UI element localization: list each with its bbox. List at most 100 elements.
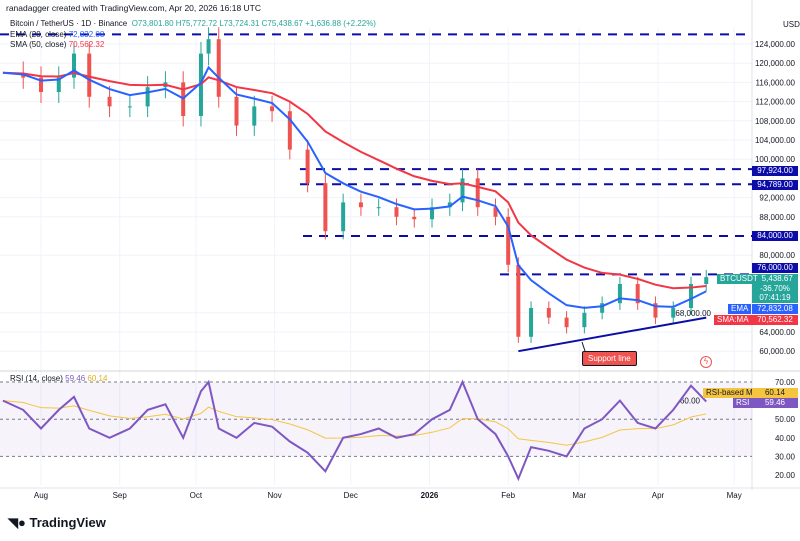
low-value: L73,724.31 xyxy=(219,19,260,28)
level-badge-94789: 94,789.00 xyxy=(752,180,798,190)
level-badge-76000: 76,000.00 xyxy=(752,263,798,273)
rsi-badge: RSI xyxy=(733,398,753,408)
logo-icon: ◥● xyxy=(8,515,26,530)
rsi-tick: 70.00 xyxy=(775,378,796,387)
rsi-band xyxy=(0,382,752,457)
candle-body xyxy=(671,308,676,318)
candle-body xyxy=(475,178,480,208)
candle-body xyxy=(689,284,694,308)
sma-badge: SMA:MA xyxy=(714,315,752,325)
candle-body xyxy=(617,284,622,304)
candle-body xyxy=(447,202,452,208)
x-tick: Sep xyxy=(113,491,128,500)
tradingview-logo[interactable]: ◥● TradingView xyxy=(8,515,106,531)
lightning-icon[interactable]: ϟ xyxy=(700,356,712,368)
candle-body xyxy=(564,317,569,328)
price-tick: 64,000.00 xyxy=(759,328,795,337)
candle-body xyxy=(216,39,221,97)
candle-body xyxy=(635,284,640,304)
candle-body xyxy=(412,216,417,220)
logo-text: TradingView xyxy=(29,515,106,530)
rsi-legend-value: 59.46 xyxy=(65,374,86,383)
candle-body xyxy=(493,207,498,217)
callout-pointer xyxy=(581,341,586,352)
rsi-tick: 30.00 xyxy=(775,452,796,461)
candle-body xyxy=(506,216,511,265)
price-tick: 104,000.00 xyxy=(755,136,796,145)
candle-body xyxy=(145,87,150,107)
candle-body xyxy=(127,106,132,108)
open-value: O73,801.80 xyxy=(131,19,174,28)
x-tick: Feb xyxy=(501,491,515,500)
candle-body xyxy=(653,303,658,318)
candle-body xyxy=(460,178,465,203)
credit-text: ranadagger created with TradingView.com,… xyxy=(6,3,261,13)
ema-legend-value: 72,832.08 xyxy=(68,30,105,39)
sma-legend[interactable]: SMA (50, close) 70,562.32 xyxy=(10,40,104,49)
close-value: C75,438.67 xyxy=(261,19,304,28)
price-tick: 124,000.00 xyxy=(755,40,796,49)
rsi-tick: 20.00 xyxy=(775,471,796,480)
x-tick: Dec xyxy=(344,491,358,500)
ema-badge: EMA xyxy=(728,304,752,314)
candle-body xyxy=(341,202,346,232)
candle-body xyxy=(56,77,61,92)
price-tick: 68,000.00 xyxy=(675,309,711,318)
candle-body xyxy=(516,264,521,337)
rsi-value-badge: 59.46 xyxy=(752,398,798,408)
candle-body xyxy=(704,277,709,284)
rsi-ma-line xyxy=(2,400,707,446)
change-value: +1,636.88 (+2.22%) xyxy=(305,19,376,28)
x-tick: Apr xyxy=(652,491,665,500)
price-tick: 112,000.00 xyxy=(756,98,796,107)
ema-legend-label: EMA (20, close) xyxy=(10,30,67,39)
ema-legend[interactable]: EMA (20, close) 72,832.08 xyxy=(10,30,104,39)
candle-body xyxy=(600,303,605,313)
x-tick: Mar xyxy=(572,491,586,500)
candle-body xyxy=(529,308,534,337)
bar-countdown: 07:41:19 xyxy=(759,293,791,302)
last-pct: -36.70% xyxy=(760,283,790,293)
ema-price-badge: 72,832.08 xyxy=(752,304,798,314)
sma-price-badge: 70,562.32 xyxy=(752,315,798,325)
symbol-title: Bitcoin / TetherUS · 1D · Binance xyxy=(10,19,128,28)
price-tick: 60,000.00 xyxy=(759,347,795,356)
rsi-legend[interactable]: RSI (14, close) 59.46 60.14 xyxy=(10,374,107,383)
price-tick: 92,000.00 xyxy=(759,194,795,203)
level-badge-84000: 84,000.00 xyxy=(752,231,798,241)
rsi-tick: 50.00 xyxy=(775,415,796,424)
support-line xyxy=(518,316,707,353)
candle-body xyxy=(287,111,292,150)
symbol-badge: BTCUSDT xyxy=(717,274,761,284)
candle-body xyxy=(87,53,92,97)
support-line-callout[interactable]: Support line xyxy=(582,351,637,366)
x-tick: Aug xyxy=(34,491,48,500)
rsi-legend-label: RSI (14, close) xyxy=(10,374,63,383)
rsi-tick: 40.00 xyxy=(775,434,796,443)
sma-legend-label: SMA (50, close) xyxy=(10,40,67,49)
x-tick: Oct xyxy=(190,491,203,500)
candle-body xyxy=(358,202,363,208)
rsi-ma-legend-value: 60.14 xyxy=(87,374,108,383)
candle-body xyxy=(376,207,381,209)
legend-row: Bitcoin / TetherUS · 1D · Binance O73,80… xyxy=(10,19,376,28)
currency-label[interactable]: USDT xyxy=(783,20,800,29)
candle-body xyxy=(234,96,239,126)
last-price: 75,438.67 xyxy=(757,274,793,283)
candle-body xyxy=(39,77,43,92)
price-tick: 88,000.00 xyxy=(759,213,795,222)
ema-line xyxy=(2,65,707,309)
sma-legend-value: 70,562.32 xyxy=(68,40,105,49)
candle-body xyxy=(394,207,399,217)
candle-body xyxy=(546,308,551,318)
price-tick: 108,000.00 xyxy=(755,117,796,126)
x-tick: 2026 xyxy=(421,491,439,500)
price-tick: 100,000.00 xyxy=(755,155,796,164)
level-badge-97924: 97,924.00 xyxy=(752,166,798,176)
sma-line xyxy=(2,71,707,290)
rsi-ma-value-badge: 60.14 xyxy=(752,388,798,398)
price-tick: 120,000.00 xyxy=(755,59,796,68)
candle-body xyxy=(305,149,310,184)
rsi-line xyxy=(2,379,707,482)
